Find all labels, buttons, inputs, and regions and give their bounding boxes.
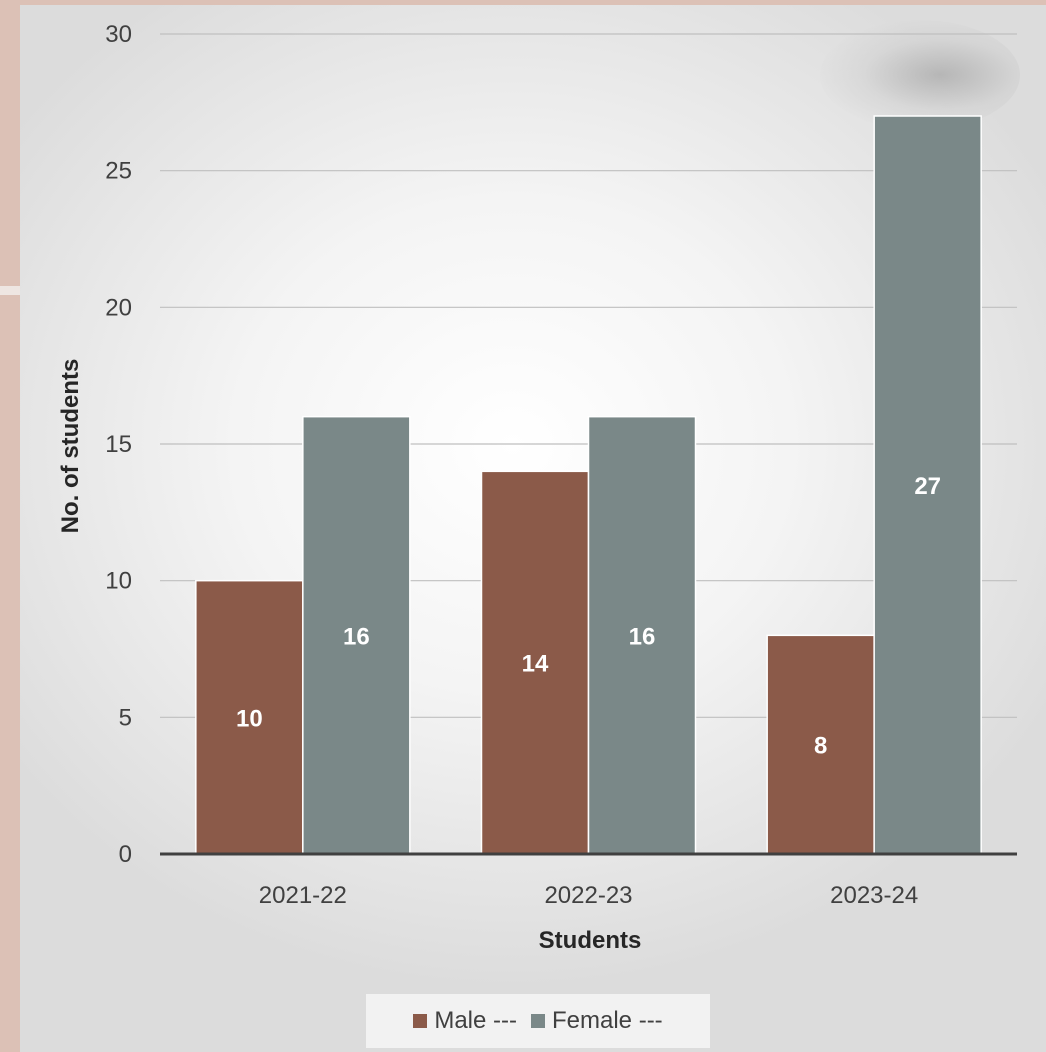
y-tick-label: 25 — [105, 158, 132, 185]
data-label: 27 — [914, 473, 941, 500]
y-tick-labels: 0 5 10 15 20 25 30 — [105, 21, 132, 868]
data-label: 16 — [343, 623, 370, 650]
legend-item-female: Female --- — [531, 1007, 663, 1035]
y-tick-label: 20 — [105, 294, 132, 321]
y-tick-label: 0 — [119, 841, 132, 868]
legend-swatch — [531, 1014, 545, 1028]
data-label: 8 — [814, 733, 827, 760]
x-axis-title: Students — [539, 927, 642, 954]
legend: Male --- Female --- — [366, 994, 710, 1048]
legend-item-male: Male --- — [413, 1007, 517, 1035]
x-tick-label: 2023-24 — [830, 882, 918, 909]
frame-edge-mark — [0, 286, 20, 295]
bar-female-2021-22 — [302, 415, 411, 855]
data-label: 10 — [236, 705, 263, 732]
y-tick-label: 15 — [105, 431, 132, 458]
x-tick-labels: 2021-22 2022-23 2023-24 — [259, 882, 918, 909]
bars — [195, 115, 982, 855]
legend-label: Male --- — [434, 1007, 517, 1034]
data-label: 14 — [522, 651, 549, 678]
bar-female-2023-24 — [873, 115, 982, 855]
bar-male-2023-24 — [766, 634, 875, 855]
bar-male-2021-22 — [195, 579, 304, 855]
data-labels: 10 16 14 16 8 27 — [236, 473, 941, 760]
y-tick-label: 30 — [105, 21, 132, 48]
y-axis-title: No. of students — [57, 359, 84, 534]
x-tick-label: 2022-23 — [544, 882, 632, 909]
corner-shadow — [820, 20, 1020, 130]
bar-female-2022-23 — [587, 415, 697, 855]
data-label: 16 — [629, 623, 656, 650]
legend-swatch — [413, 1014, 428, 1028]
y-tick-label: 10 — [105, 568, 132, 595]
y-tick-label: 5 — [119, 704, 132, 731]
legend-label: Female --- — [552, 1007, 663, 1034]
x-tick-label: 2021-22 — [259, 882, 347, 909]
